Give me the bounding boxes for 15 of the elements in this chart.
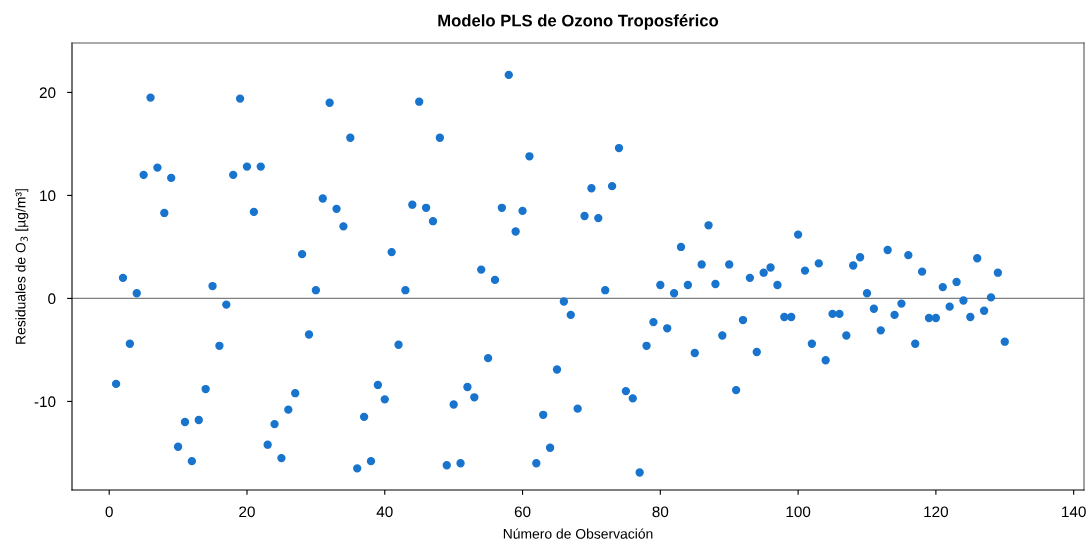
x-tick-label: 20 xyxy=(239,506,255,518)
x-tick-label: 100 xyxy=(786,506,811,518)
chart-title: Modelo PLS de Ozono Troposférico xyxy=(438,14,719,30)
y-tick-label: 10 xyxy=(40,190,56,202)
y-tick-label: -10 xyxy=(34,396,56,408)
x-tick-label: 120 xyxy=(924,506,949,518)
x-tick-label: 60 xyxy=(514,506,531,518)
x-tick-label: 40 xyxy=(376,506,393,518)
x-tick-label: 140 xyxy=(1062,506,1086,518)
x-tick-label: 80 xyxy=(652,506,669,518)
x-tick-label: 0 xyxy=(105,506,113,518)
x-axis-title: Número de Observación xyxy=(503,528,653,539)
y-tick-label: 0 xyxy=(48,293,56,305)
y-axis-title: Residuales de O$_{3}$ [µg/m³] xyxy=(15,189,29,344)
y-tick-label: 20 xyxy=(39,87,56,99)
